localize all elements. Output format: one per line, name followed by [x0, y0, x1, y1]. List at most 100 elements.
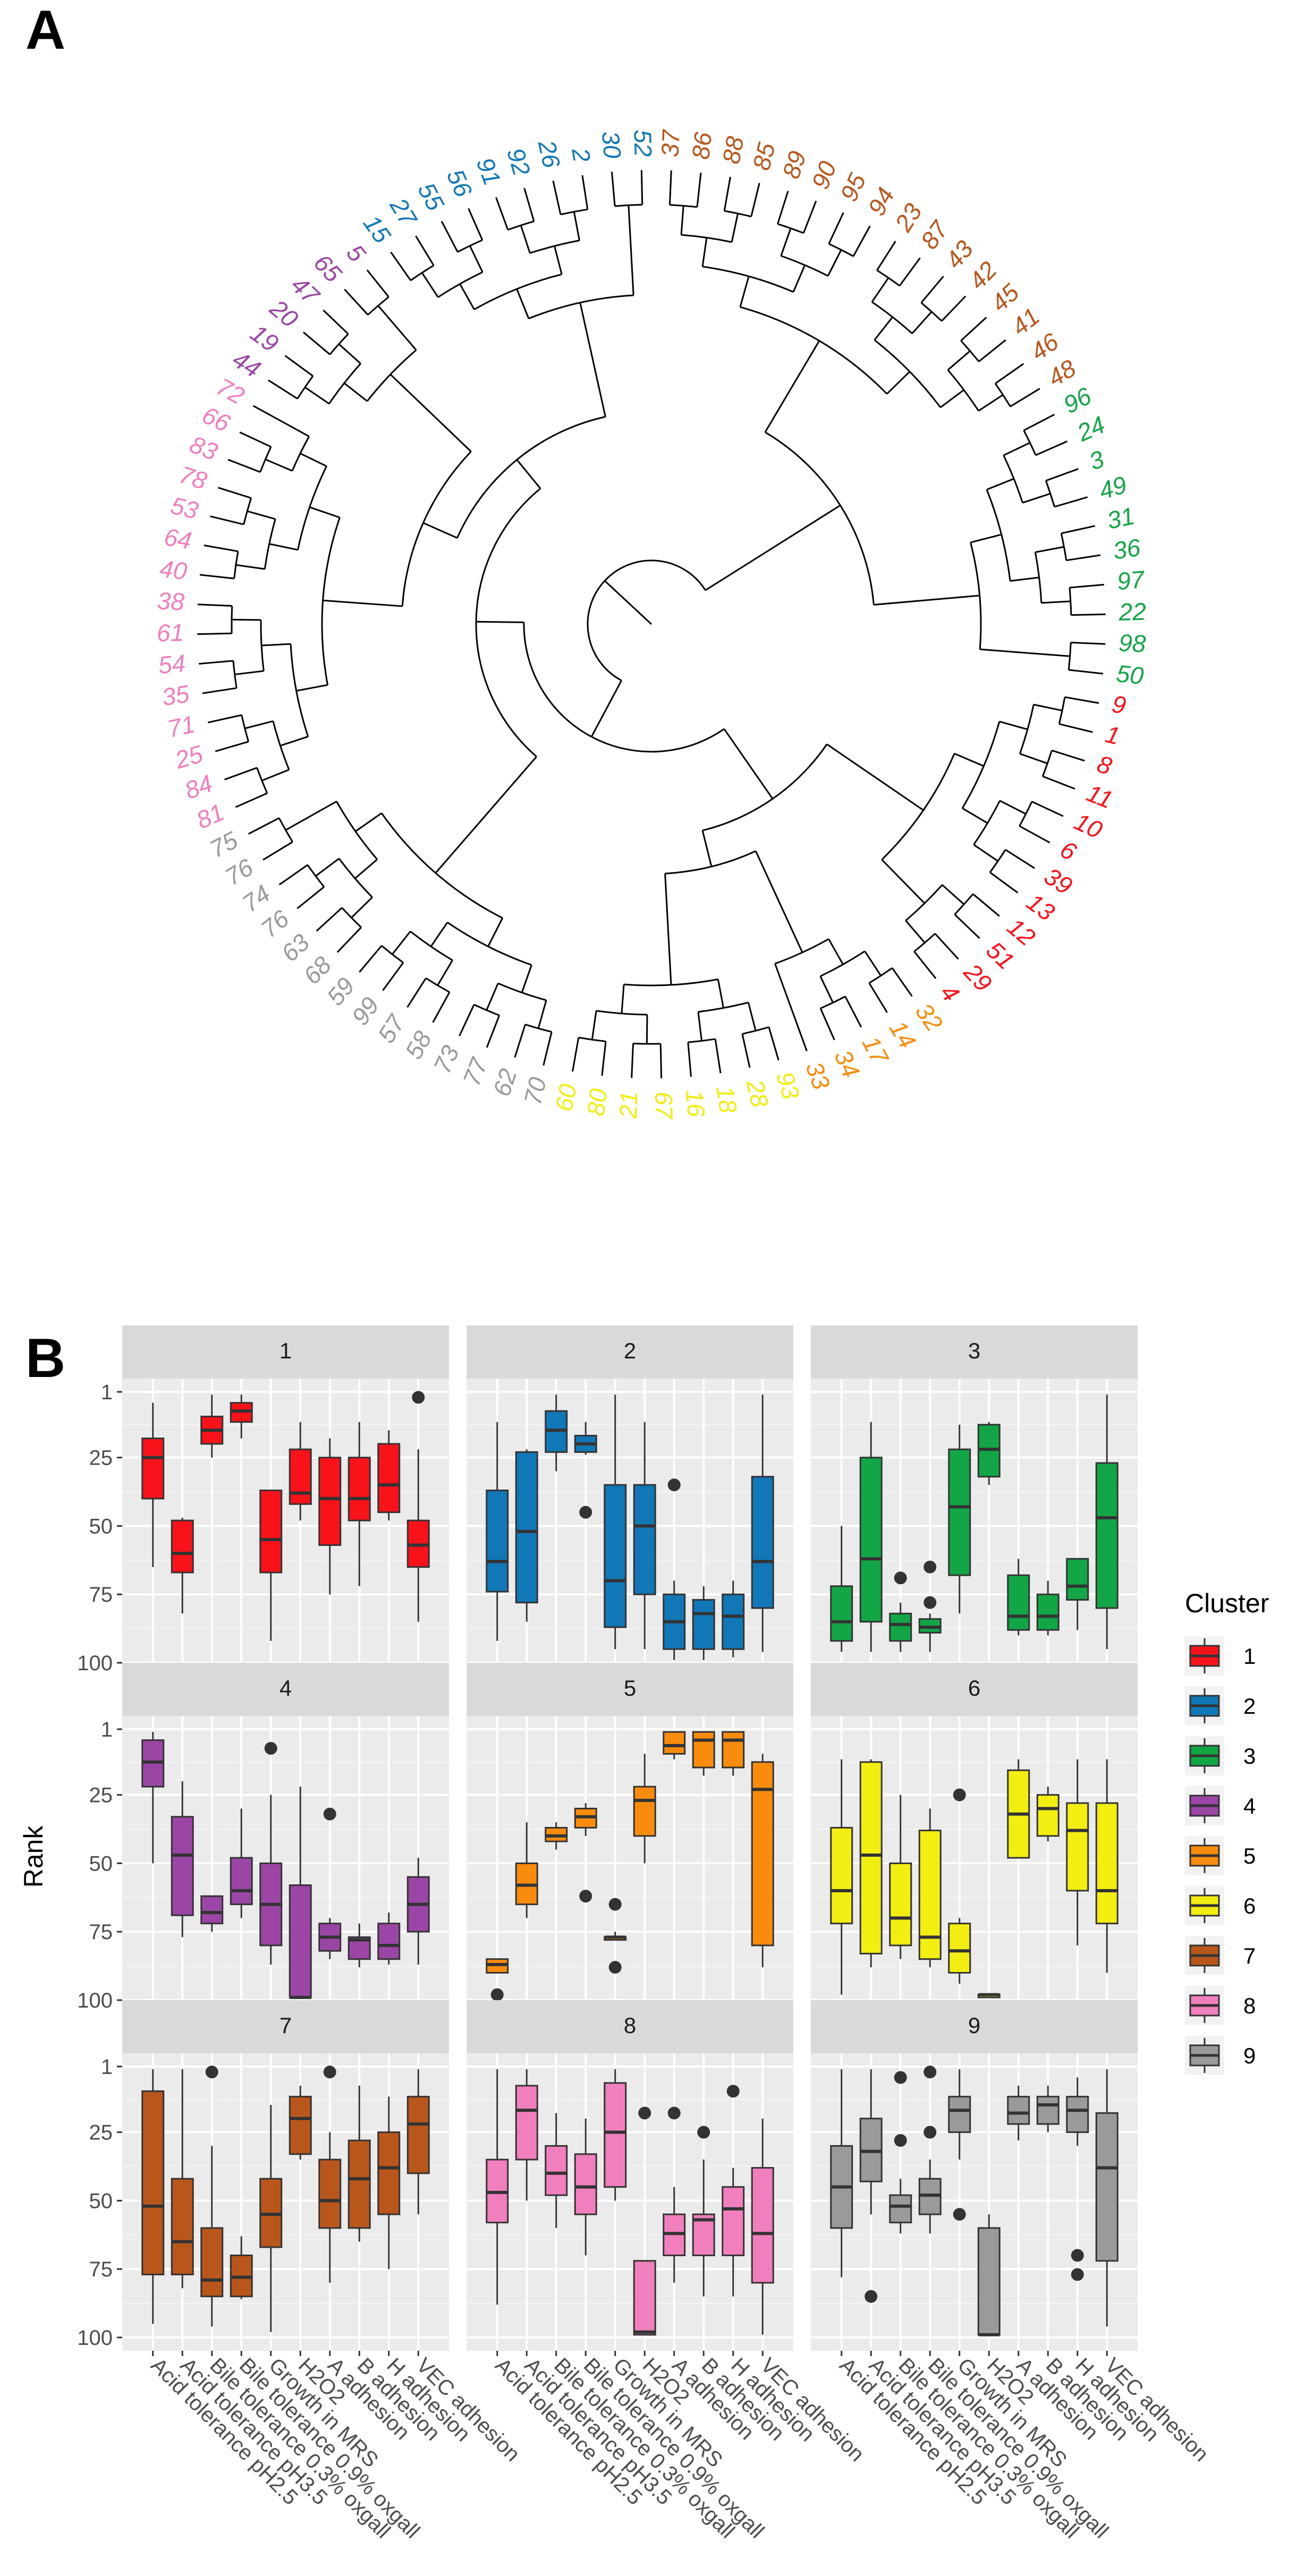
box-body — [722, 2186, 745, 2256]
dendrogram-branch — [235, 792, 268, 808]
dendrogram-arc — [913, 933, 936, 953]
dendrogram-branch — [868, 982, 888, 1013]
box-body — [1007, 1574, 1030, 1631]
dendrogram-leaf-label: 83 — [186, 430, 222, 466]
box-mark — [604, 1395, 627, 1650]
dendrogram-branch — [315, 857, 340, 877]
box-body — [1066, 1802, 1089, 1892]
dendrogram-branch — [285, 801, 337, 831]
facet-panel: 2 — [467, 1325, 793, 1676]
box-mark — [1036, 1580, 1060, 1636]
dendrogram-leaf-label: 31 — [1105, 501, 1137, 534]
facet-strip-label: 9 — [968, 2013, 980, 2038]
dendrogram-arc — [1060, 533, 1067, 561]
facet-strip — [811, 2000, 1138, 2053]
dendrogram-leaf-label: 5 — [341, 239, 371, 267]
box-body — [318, 1457, 342, 1546]
outlier-point — [667, 2106, 681, 2120]
dendrogram-branch — [437, 959, 453, 986]
dendrogram-branch — [459, 1004, 475, 1036]
dendrogram-branch — [537, 1000, 547, 1029]
dendrogram-branch — [207, 714, 242, 724]
box-body — [289, 1448, 312, 1505]
dendrogram-leaf-label: 40 — [158, 555, 189, 585]
dendrogram-branch — [819, 976, 834, 1003]
box-body — [230, 1857, 253, 1906]
outlier-point — [894, 1571, 907, 1585]
box-body — [948, 1448, 971, 1576]
legend-title: Cluster — [1185, 1588, 1269, 1618]
outlier-point — [894, 2071, 907, 2084]
outlier-point — [1071, 2249, 1084, 2262]
box-mark — [289, 2086, 312, 2160]
dendrogram-branch — [351, 896, 373, 919]
box-mark — [259, 1489, 283, 1641]
facet-strip-label: 8 — [624, 2013, 636, 2038]
dendrogram-branch — [296, 684, 328, 692]
dendrogram-arc — [820, 996, 846, 1009]
dendrogram-branch — [697, 1011, 703, 1041]
box-mark — [1007, 1759, 1030, 1859]
legend-label: 8 — [1243, 1993, 1256, 2018]
box-body — [633, 1786, 656, 1837]
dendrogram-branch — [1061, 525, 1096, 534]
dendrogram-leaf-label: 30 — [597, 130, 626, 160]
dendrogram-arc — [954, 893, 974, 915]
dendrogram-branch — [323, 309, 349, 335]
dendrogram-branch — [197, 603, 232, 607]
outlier-point — [608, 1961, 622, 1974]
facet-strip — [467, 1325, 793, 1379]
dendrogram-leaf-label: 26 — [533, 137, 566, 171]
box-mark — [722, 2085, 745, 2297]
dendrogram-branch — [1066, 554, 1101, 562]
dendrogram-branch — [521, 964, 532, 993]
box-mark — [230, 1808, 253, 1918]
box-mark — [1066, 1558, 1089, 1630]
dendrogram-branch — [891, 967, 913, 997]
dendrogram-branch — [514, 1024, 526, 1058]
box-mark — [515, 1449, 538, 1622]
dendrogram-leaf-label: 6 — [1056, 835, 1081, 866]
box-mark — [751, 2118, 774, 2335]
dendrogram-branch — [261, 643, 291, 647]
dendrogram-branch — [343, 382, 368, 402]
dendrogram-branch — [1045, 468, 1079, 482]
facet-strip — [122, 1663, 449, 1716]
dendrogram-branch — [899, 257, 921, 286]
box-body — [348, 2139, 371, 2229]
box-body — [348, 1457, 371, 1521]
legend-entry: 5 — [1185, 1836, 1256, 1875]
dendrogram-branch — [768, 1027, 779, 1061]
dendrogram-branch — [1031, 801, 1064, 817]
dendrogram-branch — [687, 1042, 692, 1077]
dendrogram-leaf-label: 60 — [550, 1082, 582, 1113]
dendrogram-branch — [392, 931, 411, 955]
outlier-point — [667, 1478, 681, 1492]
dendrogram-branch — [986, 478, 1014, 491]
dendrogram-branch — [1042, 775, 1075, 790]
dendrogram-branch — [1069, 583, 1104, 589]
dendrogram-branch — [516, 459, 541, 489]
y-tick-label: 50 — [89, 1852, 113, 1875]
y-tick-label: 100 — [77, 2326, 113, 2350]
dendrogram-branch — [377, 305, 417, 351]
box-body — [486, 1489, 509, 1593]
dendrogram-branch — [487, 917, 504, 947]
dendrogram-branch — [723, 176, 731, 211]
legend-entry: 7 — [1185, 1936, 1256, 1975]
dendrogram-branch — [432, 991, 451, 1023]
box-body — [1066, 2096, 1089, 2133]
outlier-point — [953, 1788, 966, 1801]
dendrogram-branch — [552, 180, 562, 215]
dendrogram-branch — [1033, 703, 1063, 712]
box-body — [1095, 1462, 1118, 1609]
box-body — [830, 1826, 853, 1925]
dendrogram-branch — [864, 950, 882, 976]
dendrogram-branch — [224, 767, 258, 780]
legend-label: 2 — [1243, 1694, 1256, 1719]
dendrogram-leaf-label: 92 — [502, 145, 536, 179]
legend-entry: 2 — [1185, 1686, 1256, 1725]
box-body — [1036, 1593, 1060, 1631]
dendrogram-branch — [248, 817, 279, 835]
